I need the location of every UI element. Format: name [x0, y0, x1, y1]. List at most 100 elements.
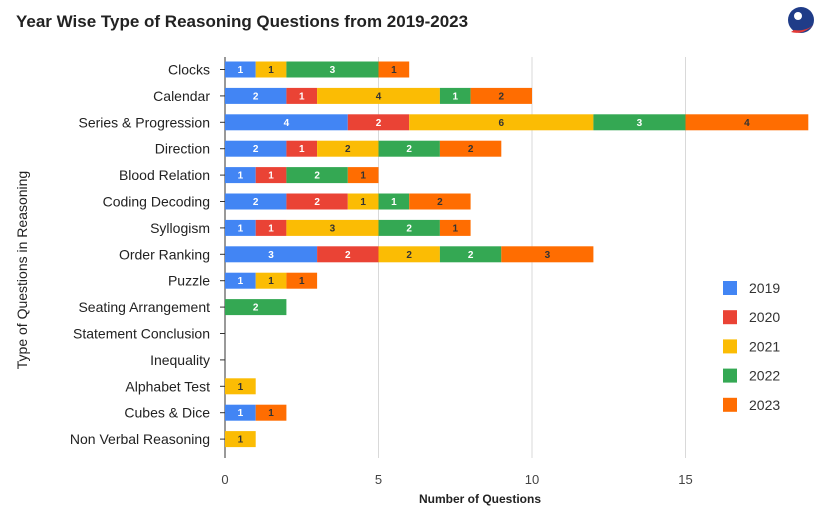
data-label: 2	[345, 144, 351, 155]
legend-label: 2023	[749, 397, 780, 413]
legend-swatch	[723, 310, 737, 325]
data-label: 2	[468, 144, 474, 155]
data-label: 2	[253, 197, 259, 208]
data-label: 1	[238, 408, 244, 419]
bar-segment	[439, 219, 471, 236]
category-label: Blood Relation	[119, 167, 210, 183]
bar-segment	[347, 167, 379, 184]
chart-title: Year Wise Type of Reasoning Questions fr…	[16, 12, 469, 31]
data-label: 4	[744, 118, 750, 129]
data-label: 1	[452, 223, 458, 234]
data-labels: 1 1 3 1 2 1 4 1 2 4 2 6 3 4 2 1 2 2 2 1 1 2 1 2 2 1 1 2 1 1 3 2 1 3 2 2 2 3 1 1…	[238, 65, 751, 446]
x-tick-label: 0	[221, 472, 228, 487]
bar-segment	[347, 193, 379, 210]
data-label: 2	[345, 250, 351, 261]
bar-segment	[439, 246, 502, 263]
data-label: 1	[238, 65, 244, 76]
data-label: 1	[391, 65, 397, 76]
bar-segment	[378, 140, 440, 157]
bar-segment	[286, 140, 318, 157]
bar-segment	[439, 87, 471, 104]
x-tick-labels: 0 5 10 15	[221, 472, 692, 487]
legend-label: 2019	[749, 280, 780, 296]
data-label: 1	[238, 171, 244, 182]
bar-segment	[470, 87, 532, 104]
category-label: Seating Arrangement	[78, 299, 210, 315]
bar-segment	[501, 246, 594, 263]
bar-segment	[378, 219, 440, 236]
bar-segment	[255, 167, 287, 184]
category-label: Syllogism	[150, 220, 210, 236]
data-label: 1	[268, 171, 274, 182]
data-label: 6	[499, 118, 505, 129]
bar-segment	[255, 61, 287, 78]
data-label: 1	[299, 144, 305, 155]
bar-segment	[225, 246, 318, 263]
data-label: 2	[406, 144, 412, 155]
bar-segment	[347, 114, 410, 131]
data-label: 1	[238, 382, 244, 393]
category-label: Non Verbal Reasoning	[70, 431, 210, 447]
data-label: 3	[545, 250, 551, 261]
data-label: 2	[253, 303, 259, 314]
data-label: 1	[268, 408, 274, 419]
bar-segment	[317, 87, 440, 104]
category-labels: Clocks Calendar Series & Progression Direct…	[70, 62, 210, 448]
bar-segment	[255, 404, 287, 421]
bar-segment	[317, 140, 379, 157]
data-label: 2	[253, 144, 259, 155]
bar-segment	[225, 114, 348, 131]
bar-segment	[225, 193, 287, 210]
x-tick-label: 15	[678, 472, 692, 487]
category-label: Inequality	[150, 352, 210, 368]
data-label: 1	[360, 197, 366, 208]
bar-segment	[286, 167, 348, 184]
bar-segment	[286, 61, 379, 78]
category-label: Series & Progression	[78, 114, 210, 130]
category-label: Calendar	[153, 88, 210, 104]
data-label: 1	[299, 276, 305, 287]
bar-segment	[378, 246, 440, 263]
y-axis-title: Type of Questions in Reasoning	[14, 171, 30, 369]
bar-segment	[225, 404, 256, 421]
data-label: 3	[330, 223, 336, 234]
data-label: 4	[284, 118, 290, 129]
data-label: 1	[268, 65, 274, 76]
data-label: 2	[314, 171, 320, 182]
x-axis-title: Number of Questions	[419, 492, 541, 506]
bar-segment	[286, 272, 318, 289]
legend-label: 2022	[749, 368, 780, 384]
bar-segment	[225, 219, 256, 236]
data-label: 2	[253, 91, 259, 102]
bar-segment	[409, 114, 594, 131]
bars	[225, 61, 809, 448]
bar-segment	[286, 87, 318, 104]
x-tick-label: 5	[375, 472, 382, 487]
data-label: 2	[406, 250, 412, 261]
data-label: 4	[376, 91, 382, 102]
data-label: 2	[314, 197, 320, 208]
category-label: Direction	[155, 141, 210, 157]
data-label: 1	[238, 223, 244, 234]
data-label: 2	[437, 197, 443, 208]
bar-segment	[593, 114, 686, 131]
data-label: 2	[468, 250, 474, 261]
data-label: 1	[299, 91, 305, 102]
data-label: 2	[376, 118, 382, 129]
bar-segment	[317, 246, 379, 263]
bar-segment	[225, 87, 287, 104]
legend-swatch	[723, 397, 737, 412]
bar-segment	[225, 140, 287, 157]
bar-segment	[255, 219, 287, 236]
data-label: 2	[406, 223, 412, 234]
data-label: 1	[391, 197, 397, 208]
data-label: 3	[637, 118, 643, 129]
data-label: 3	[330, 65, 336, 76]
bar-segment	[255, 272, 287, 289]
legend: 2019 2020 2021 2022 2023	[723, 280, 780, 413]
bar-segment	[225, 378, 256, 395]
category-label: Alphabet Test	[125, 378, 210, 394]
bar-segment	[225, 431, 256, 448]
data-label: 1	[452, 91, 458, 102]
